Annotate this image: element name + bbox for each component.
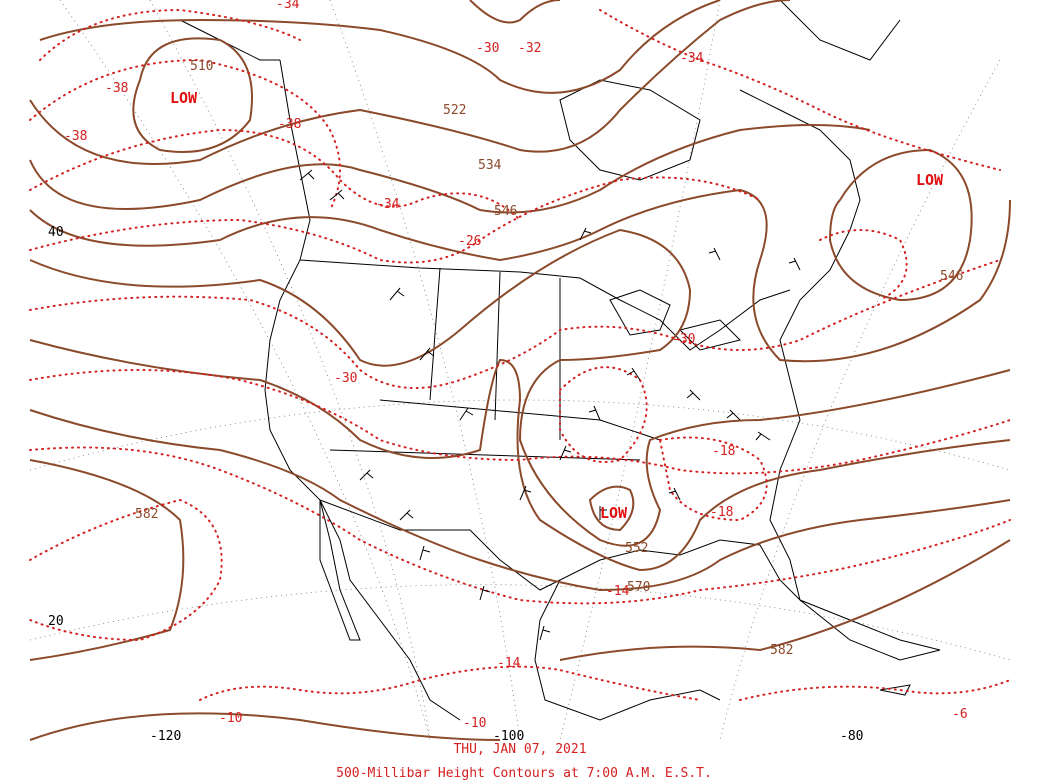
height-label: 582 <box>135 507 158 522</box>
height-labels: 510 522 534 546 546 552 570 582 582 <box>135 59 963 658</box>
low-label-alaska: LOW <box>170 89 198 107</box>
height-label: 546 <box>940 269 963 284</box>
low-pressure-labels: LOW LOW LOW <box>170 89 944 522</box>
axis-labels: -120 -100 -80 40 20 <box>48 225 863 744</box>
temp-label: -30 <box>672 332 695 347</box>
great-lakes <box>609 289 741 351</box>
temp-label: -14 <box>497 656 521 671</box>
east-coastline <box>739 89 861 521</box>
baja-california <box>319 499 361 641</box>
longitude-label: -120 <box>150 729 181 744</box>
temp-label: -38 <box>64 129 87 144</box>
mexico-east-coast <box>534 619 721 721</box>
temp-label: -30 <box>334 371 357 386</box>
date-label: THU, JAN 07, 2021 <box>453 742 586 757</box>
temp-label: -6 <box>952 707 968 722</box>
us-mexico-border <box>319 499 561 591</box>
state-line <box>329 267 661 461</box>
map-caption: 500-Millibar Height Contours at 7:00 A.M… <box>336 766 712 780</box>
height-label: 522 <box>443 103 466 118</box>
temp-label: -14 <box>606 584 630 599</box>
temp-label: -34 <box>376 197 400 212</box>
cuba <box>799 599 941 661</box>
alaska-coast <box>179 19 280 61</box>
low-label-atlantic: LOW <box>916 171 944 189</box>
height-label: 582 <box>770 643 793 658</box>
temp-label: -38 <box>105 81 128 96</box>
longitude-label: -80 <box>840 729 863 744</box>
greenland-edge <box>779 0 901 61</box>
temp-label: -18 <box>710 505 733 520</box>
temp-label: -38 <box>278 117 301 132</box>
gulf-coast <box>539 519 801 621</box>
height-label: 552 <box>625 541 648 556</box>
latitude-label: 40 <box>48 225 64 240</box>
caribbean-island <box>879 684 911 696</box>
temp-label: -10 <box>219 711 242 726</box>
us-canada-border <box>299 259 791 351</box>
temp-label: -34 <box>276 0 300 12</box>
temp-label: -26 <box>458 234 481 249</box>
height-label: 510 <box>190 59 213 74</box>
wind-barbs <box>299 169 801 641</box>
height-label: 546 <box>494 204 517 219</box>
longitude-label: -100 <box>493 729 524 744</box>
temp-label: -34 <box>680 51 704 66</box>
low-label-gulf: LOW <box>600 504 628 522</box>
temp-label: -32 <box>518 41 541 56</box>
map-captions: THU, JAN 07, 2021 500-Millibar Height Co… <box>336 742 712 780</box>
west-coastline <box>264 59 461 721</box>
latitude-label: 20 <box>48 614 64 629</box>
temperature-labels: -38 -38 -34 -34 -26 -38 -30 -18 -18 -14 … <box>64 0 968 731</box>
temp-label: -10 <box>463 716 486 731</box>
temp-label: -18 <box>712 444 735 459</box>
height-contours <box>29 0 1011 741</box>
hudson-bay <box>559 79 701 181</box>
height-label: 534 <box>478 158 502 173</box>
lat-lon-grid <box>29 0 1011 741</box>
height-label: 570 <box>627 580 650 595</box>
temp-label: -30 <box>476 41 499 56</box>
isotherms <box>29 8 1011 701</box>
